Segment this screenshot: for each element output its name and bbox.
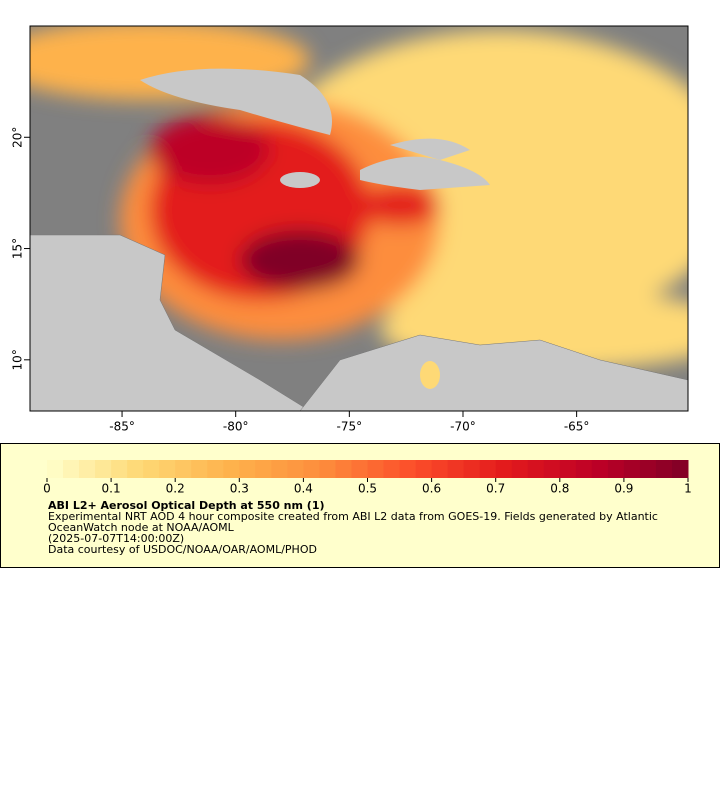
colorbar-swatch [95, 460, 112, 478]
colorbar-tick-label: 0.4 [294, 482, 313, 496]
x-tick-label: -65° [564, 420, 590, 434]
y-tick-label: 20° [11, 127, 25, 148]
colorbar-swatch [543, 460, 561, 478]
colorbar-swatch [63, 460, 80, 478]
colorbar-swatch [287, 460, 304, 478]
colorbar-swatch [335, 460, 352, 478]
colorbar-tick-label: 0 [43, 482, 51, 496]
colorbar-tick-label: 0.6 [422, 482, 441, 496]
legend-line: (2025-07-07T14:00:00Z) [48, 532, 185, 545]
colorbar-swatch [671, 460, 689, 478]
colorbar-swatch [239, 460, 256, 478]
colorbar-swatch [223, 460, 240, 478]
colorbar-tick-label: 0.5 [358, 482, 377, 496]
colorbar-swatch [495, 460, 513, 478]
colorbar-swatch [127, 460, 144, 478]
colorbar-swatch [303, 460, 320, 478]
map-frame [29, 25, 689, 412]
colorbar-swatch [159, 460, 176, 478]
colorbar-swatch [319, 460, 336, 478]
colorbar-swatch [655, 460, 673, 478]
colorbar-swatch [591, 460, 609, 478]
colorbar-swatch [79, 460, 96, 478]
colorbar-swatch [447, 460, 465, 478]
colorbar-swatch [639, 460, 657, 478]
colorbar-swatch [623, 460, 641, 478]
colorbar-swatch [431, 460, 449, 478]
colorbar-swatch [207, 460, 224, 478]
colorbar-swatch [575, 460, 593, 478]
x-tick-label: -80° [223, 420, 249, 434]
y-tick-label: 15° [11, 238, 25, 259]
colorbar-tick-label: 0.9 [614, 482, 633, 496]
colorbar-swatch [399, 460, 417, 478]
colorbar-swatch [383, 460, 401, 478]
colorbar-swatch [479, 460, 497, 478]
colorbar-tick-label: 0.2 [166, 482, 185, 496]
colorbar-swatch [271, 460, 288, 478]
colorbar-swatch [111, 460, 128, 478]
colorbar-swatch [175, 460, 192, 478]
colorbar-tick-label: 0.3 [230, 482, 249, 496]
legend-title: ABI L2+ Aerosol Optical Depth at 550 nm … [48, 499, 325, 512]
colorbar-swatch [463, 460, 481, 478]
colorbar-tick-label: 0.8 [550, 482, 569, 496]
colorbar-tick-label: 0.1 [102, 482, 121, 496]
colorbar-swatch [367, 460, 385, 478]
colorbar-swatch [415, 460, 433, 478]
legend-line: Data courtesy of USDOC/NOAA/OAR/AOML/PHO… [48, 543, 317, 556]
colorbar-tick-label: 0.7 [486, 482, 505, 496]
map-image [30, 26, 688, 411]
x-tick-label: -70° [450, 420, 476, 434]
colorbar-swatch [559, 460, 577, 478]
x-tick-label: -85° [109, 420, 135, 434]
colorbar-tick-label: 1 [684, 482, 692, 496]
colorbar-swatch [255, 460, 272, 478]
colorbar-swatch [47, 460, 64, 478]
colorbar-swatch [351, 460, 368, 478]
colorbar-swatch [191, 460, 208, 478]
colorbar-swatch [607, 460, 625, 478]
colorbar-swatch [143, 460, 160, 478]
y-tick-label: 10° [11, 349, 25, 370]
legend-text: ABI L2+ Aerosol Optical Depth at 550 nm … [48, 500, 688, 555]
colorbar-swatch [511, 460, 529, 478]
colorbar-swatch [527, 460, 545, 478]
x-tick-label: -75° [337, 420, 363, 434]
legend-line: Experimental NRT AOD 4 hour composite cr… [48, 510, 658, 534]
